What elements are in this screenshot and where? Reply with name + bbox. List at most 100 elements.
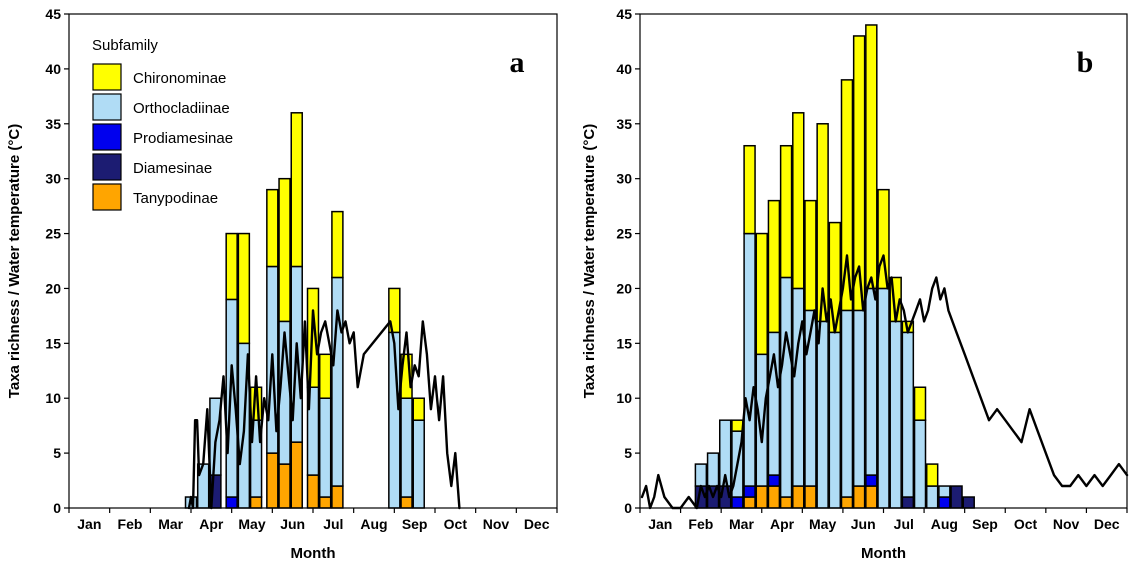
legend-swatch-prodiamesinae bbox=[92, 123, 122, 151]
x-tick-label: Jan bbox=[648, 516, 672, 532]
bar-segment-tanypodinae bbox=[266, 452, 279, 509]
legend: Subfamily Chironominae Orthocladiinae Prodi… bbox=[92, 37, 233, 211]
y-tick-label: 0 bbox=[624, 500, 632, 516]
bar-segment-orthocladiinae bbox=[913, 419, 927, 509]
x-tick-label: Nov bbox=[1053, 516, 1080, 532]
bar-segment-prodiamesinae bbox=[865, 474, 878, 487]
bar-segment-orthocladiinae bbox=[938, 485, 951, 498]
legend-label-prodiamesinae: Prodiamesinae bbox=[133, 130, 233, 147]
bar-segment-orthocladiinae bbox=[865, 287, 878, 476]
x-tick-label: Sep bbox=[402, 516, 428, 532]
y-axis-title: Taxa richness / Water temperature (°C) bbox=[581, 124, 598, 398]
bar-segment-tanypodinae bbox=[767, 485, 781, 509]
x-tick-label: Aug bbox=[931, 516, 958, 532]
bar-segment-prodiamesinae bbox=[938, 496, 951, 509]
bar-segment-chironominae bbox=[877, 188, 890, 290]
bar-segment-tanypodinae bbox=[840, 496, 854, 509]
bar-segment-tanypodinae bbox=[743, 496, 756, 509]
bar-segment-chironominae bbox=[865, 24, 878, 290]
bar-segment-tanypodinae bbox=[804, 485, 817, 509]
bar-segment-diamesinae bbox=[950, 485, 963, 509]
y-tick-label: 10 bbox=[616, 390, 632, 406]
x-tick-label: Apr bbox=[770, 516, 795, 532]
bar-segment-orthocladiinae bbox=[877, 287, 890, 509]
bar-segment-chironominae bbox=[237, 232, 251, 345]
bar-segment-tanypodinae bbox=[278, 463, 291, 509]
panel-label: a bbox=[510, 46, 525, 79]
bar-segment-tanypodinae bbox=[318, 496, 332, 509]
bar-segment-diamesinae bbox=[962, 496, 975, 509]
bar-segment-tanypodinae bbox=[290, 441, 303, 509]
bar-segment-orthocladiinae bbox=[901, 331, 915, 498]
x-tick-label: Sep bbox=[972, 516, 998, 532]
y-tick-label: 30 bbox=[616, 171, 632, 187]
y-tick-label: 35 bbox=[45, 116, 61, 132]
y-tick-label: 5 bbox=[53, 445, 61, 461]
bar-segment-orthocladiinae bbox=[816, 320, 829, 509]
y-tick-label: 5 bbox=[624, 445, 632, 461]
bar-segment-orthocladiinae bbox=[792, 287, 805, 487]
legend-swatch-chironominae bbox=[92, 63, 122, 91]
x-tick-label: Dec bbox=[1094, 516, 1120, 532]
x-tick-label: Oct bbox=[444, 516, 468, 532]
x-axis-title: Month bbox=[861, 545, 906, 562]
panel-label: b bbox=[1077, 46, 1094, 79]
bar-segment-chironominae bbox=[779, 144, 793, 279]
y-tick-label: 15 bbox=[45, 335, 61, 351]
x-tick-label: Mar bbox=[729, 516, 754, 532]
bar-segment-chironominae bbox=[840, 79, 854, 312]
bar-segment-tanypodinae bbox=[249, 496, 263, 509]
bar-segment-orthocladiinae bbox=[694, 463, 708, 487]
y-tick-label: 0 bbox=[53, 500, 61, 516]
y-tick-label: 45 bbox=[45, 6, 61, 22]
x-tick-label: Oct bbox=[1014, 516, 1038, 532]
x-axis-title: Month bbox=[291, 545, 336, 562]
legend-label-orthocladiinae: Orthocladiinae bbox=[133, 100, 230, 117]
bar-segment-chironominae bbox=[792, 112, 805, 290]
x-tick-label: Jul bbox=[323, 516, 343, 532]
y-tick-label: 40 bbox=[616, 61, 632, 77]
bar-segment-chironominae bbox=[816, 123, 829, 323]
bar-segment-chironominae bbox=[225, 232, 238, 301]
y-tick-label: 10 bbox=[45, 390, 61, 406]
temperature-line bbox=[187, 309, 461, 510]
y-tick-label: 25 bbox=[616, 226, 632, 242]
x-tick-label: May bbox=[238, 516, 265, 532]
bar-segment-orthocladiinae bbox=[828, 331, 842, 509]
bar-segment-diamesinae bbox=[901, 496, 915, 509]
bar-segment-chironominae bbox=[278, 177, 291, 323]
x-tick-label: Aug bbox=[360, 516, 387, 532]
panel-a: 0 5 10 15 20 25 30 35 40 45 Jan Feb Mar Apr May Jun Jul A… bbox=[6, 6, 558, 562]
bar-segment-tanypodinae bbox=[400, 496, 413, 509]
bar-segment-orthocladiinae bbox=[840, 309, 854, 498]
bar-segment-orthocladiinae bbox=[318, 397, 332, 498]
temperature-line bbox=[640, 254, 1129, 510]
bar-segment-orthocladiinae bbox=[743, 232, 756, 487]
bar-segment-chironominae bbox=[743, 144, 756, 235]
legend-label-chironominae: Chironominae bbox=[133, 70, 226, 87]
y-axis-title: Taxa richness / Water temperature (°C) bbox=[6, 124, 23, 398]
legend-title: Subfamily bbox=[92, 37, 158, 54]
bar-segment-chironominae bbox=[290, 112, 303, 268]
legend-label-tanypodinae: Tanypodinae bbox=[133, 190, 218, 207]
bar-segment-prodiamesinae bbox=[225, 496, 238, 509]
x-tick-label: Feb bbox=[118, 516, 143, 532]
bar-segment-orthocladiinae bbox=[412, 419, 425, 509]
bar-segment-chironominae bbox=[412, 397, 425, 421]
x-tick-label: Jun bbox=[851, 516, 876, 532]
bar-segment-tanypodinae bbox=[792, 485, 805, 509]
bar-segment-chironominae bbox=[388, 287, 401, 334]
y-tick-label: 40 bbox=[45, 61, 61, 77]
y-tick-label: 30 bbox=[45, 171, 61, 187]
legend-label-diamesinae: Diamesinae bbox=[133, 160, 212, 177]
x-tick-label: Apr bbox=[199, 516, 224, 532]
x-tick-label: May bbox=[809, 516, 836, 532]
legend-swatch-orthocladiinae bbox=[92, 93, 122, 121]
bar-group bbox=[694, 24, 975, 509]
bar-segment-prodiamesinae bbox=[767, 474, 781, 487]
x-tick-label: Feb bbox=[688, 516, 713, 532]
bar-segment-chironominae bbox=[852, 35, 866, 312]
x-tick-label: Jun bbox=[280, 516, 305, 532]
bar-segment-prodiamesinae bbox=[743, 485, 756, 498]
